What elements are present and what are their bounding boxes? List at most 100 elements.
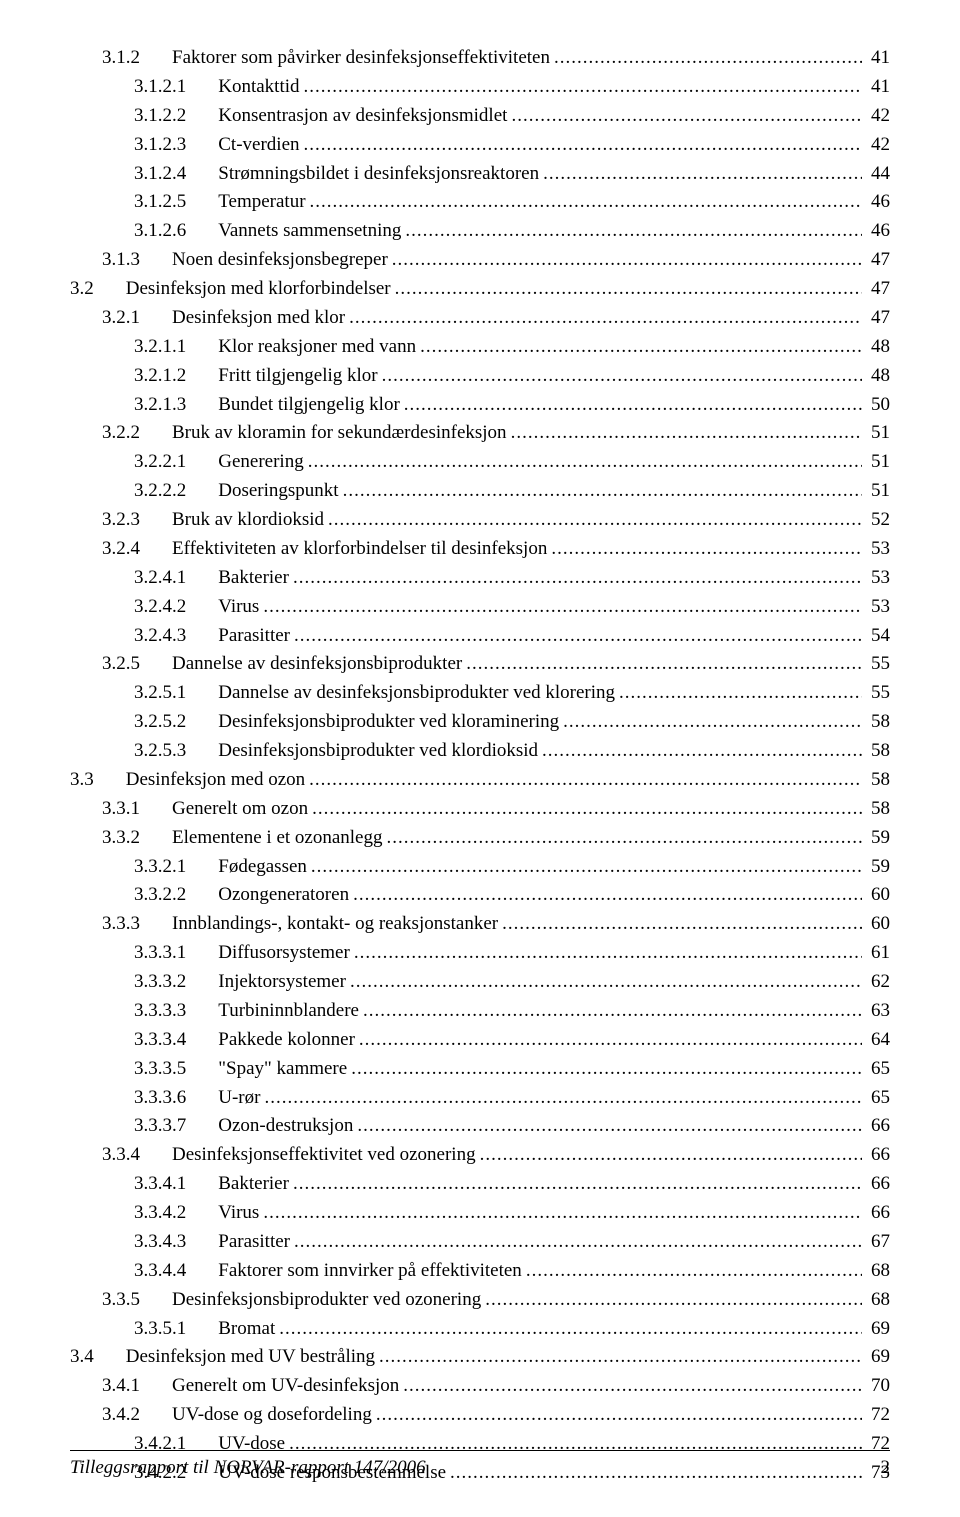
toc-leader-dots (300, 131, 862, 160)
toc-title: Ozongeneratoren (218, 881, 349, 910)
toc-leader-dots (350, 939, 862, 968)
toc-number: 3.2.5.3 (134, 737, 218, 766)
toc-entry[interactable]: 3.4.2UV-dose og dosefordeling72 (70, 1401, 890, 1430)
toc-entry[interactable]: 3.2.2.1Generering51 (70, 448, 890, 477)
toc-entry[interactable]: 3.2.4.1Bakterier53 (70, 564, 890, 593)
toc-entry[interactable]: 3.2.2.2Doseringspunkt51 (70, 477, 890, 506)
toc-number: 3.1.3 (102, 246, 172, 275)
toc-leader-dots (522, 1257, 862, 1286)
toc-title: Dannelse av desinfeksjonsbiprodukter ved… (218, 679, 615, 708)
table-of-contents: 3.1.2Faktorer som påvirker desinfeksjons… (70, 44, 890, 1488)
toc-entry[interactable]: 3.1.2.4Strømningsbildet i desinfeksjonsr… (70, 160, 890, 189)
toc-number: 3.3.4 (102, 1141, 172, 1170)
toc-entry[interactable]: 3.3.3.4Pakkede kolonner64 (70, 1026, 890, 1055)
toc-entry[interactable]: 3.3.4.4Faktorer som innvirker på effekti… (70, 1257, 890, 1286)
toc-title: Desinfeksjonsbiprodukter ved klordioksid (218, 737, 538, 766)
toc-entry[interactable]: 3.3.5Desinfeksjonsbiprodukter ved ozoner… (70, 1286, 890, 1315)
toc-title: Noen desinfeksjonsbegreper (172, 246, 388, 275)
toc-number: 3.2.3 (102, 506, 172, 535)
toc-leader-dots (275, 1315, 862, 1344)
toc-leader-dots (481, 1286, 862, 1315)
toc-entry[interactable]: 3.1.2.1Kontakttid41 (70, 73, 890, 102)
toc-title: Strømningsbildet i desinfeksjonsreaktore… (218, 160, 539, 189)
toc-entry[interactable]: 3.3.3.7Ozon-destruksjon66 (70, 1112, 890, 1141)
toc-title: Kontakttid (218, 73, 299, 102)
toc-entry[interactable]: 3.4Desinfeksjon med UV bestråling69 (70, 1343, 890, 1372)
toc-entry[interactable]: 3.3.4.3Parasitter67 (70, 1228, 890, 1257)
toc-title: Doseringspunkt (218, 477, 338, 506)
toc-number: 3.3.3.6 (134, 1084, 218, 1113)
toc-entry[interactable]: 3.2.4.2Virus53 (70, 593, 890, 622)
toc-leader-dots (388, 246, 862, 275)
toc-entry[interactable]: 3.3Desinfeksjon med ozon58 (70, 766, 890, 795)
toc-leader-dots (375, 1343, 862, 1372)
toc-entry[interactable]: 3.2.1.3Bundet tilgjengelig klor50 (70, 391, 890, 420)
toc-entry[interactable]: 3.2.1.1Klor reaksjoner med vann48 (70, 333, 890, 362)
toc-entry[interactable]: 3.2.5.2Desinfeksjonsbiprodukter ved klor… (70, 708, 890, 737)
toc-entry[interactable]: 3.3.3Innblandings-, kontakt- og reaksjon… (70, 910, 890, 939)
toc-page: 47 (862, 275, 890, 304)
toc-title: Parasitter (218, 622, 290, 651)
toc-title: Desinfeksjonsbiprodukter ved kloramineri… (218, 708, 559, 737)
toc-number: 3.2.2 (102, 419, 172, 448)
toc-entry[interactable]: 3.3.4.1Bakterier66 (70, 1170, 890, 1199)
toc-entry[interactable]: 3.3.3.1Diffusorsystemer61 (70, 939, 890, 968)
toc-leader-dots (290, 622, 862, 651)
toc-entry[interactable]: 3.4.1Generelt om UV-desinfeksjon70 (70, 1372, 890, 1401)
toc-entry[interactable]: 3.1.2.2Konsentrasjon av desinfeksjonsmid… (70, 102, 890, 131)
toc-page: 62 (862, 968, 890, 997)
toc-entry[interactable]: 3.3.3.5"Spay" kammere65 (70, 1055, 890, 1084)
toc-entry[interactable]: 3.3.4.2Virus66 (70, 1199, 890, 1228)
toc-entry[interactable]: 3.3.2.1Fødegassen59 (70, 853, 890, 882)
toc-number: 3.3.3.1 (134, 939, 218, 968)
toc-number: 3.4.1 (102, 1372, 172, 1401)
toc-leader-dots (550, 44, 862, 73)
toc-entry[interactable]: 3.1.2.3Ct-verdien42 (70, 131, 890, 160)
toc-entry[interactable]: 3.2.4Effektiviteten av klorforbindelser … (70, 535, 890, 564)
toc-entry[interactable]: 3.3.4Desinfeksjonseffektivitet ved ozone… (70, 1141, 890, 1170)
toc-title: Desinfeksjon med UV bestråling (126, 1343, 375, 1372)
toc-entry[interactable]: 3.3.5.1Bromat69 (70, 1315, 890, 1344)
toc-entry[interactable]: 3.3.1Generelt om ozon58 (70, 795, 890, 824)
toc-entry[interactable]: 3.3.2.2Ozongeneratoren60 (70, 881, 890, 910)
toc-page: 53 (862, 564, 890, 593)
toc-entry[interactable]: 3.2Desinfeksjon med klorforbindelser47 (70, 275, 890, 304)
toc-entry[interactable]: 3.3.3.3Turbininnblandere63 (70, 997, 890, 1026)
toc-entry[interactable]: 3.2.3Bruk av klordioksid52 (70, 506, 890, 535)
toc-number: 3.2.5.1 (134, 679, 218, 708)
toc-entry[interactable]: 3.2.5.1Dannelse av desinfeksjonsbiproduk… (70, 679, 890, 708)
toc-title: Dannelse av desinfeksjonsbiprodukter (172, 650, 462, 679)
toc-entry[interactable]: 3.3.3.2Injektorsystemer62 (70, 968, 890, 997)
toc-number: 3.2.1.3 (134, 391, 218, 420)
toc-entry[interactable]: 3.1.3Noen desinfeksjonsbegreper47 (70, 246, 890, 275)
toc-entry[interactable]: 3.3.3.6U-rør65 (70, 1084, 890, 1113)
toc-page: 53 (862, 593, 890, 622)
toc-entry[interactable]: 3.3.2Elementene i et ozonanlegg59 (70, 824, 890, 853)
toc-number: 3.2.1.2 (134, 362, 218, 391)
toc-entry[interactable]: 3.2.5.3Desinfeksjonsbiprodukter ved klor… (70, 737, 890, 766)
toc-leader-dots (383, 824, 863, 853)
toc-entry[interactable]: 3.2.2Bruk av kloramin for sekundærdesinf… (70, 419, 890, 448)
toc-entry[interactable]: 3.2.1.2Fritt tilgjengelig klor48 (70, 362, 890, 391)
toc-entry[interactable]: 3.1.2.6Vannets sammensetning46 (70, 217, 890, 246)
toc-page: 67 (862, 1228, 890, 1257)
toc-page: 46 (862, 217, 890, 246)
toc-number: 3.3.3 (102, 910, 172, 939)
toc-leader-dots (400, 391, 862, 420)
toc-page: 50 (862, 391, 890, 420)
toc-number: 3.2.2.1 (134, 448, 218, 477)
toc-entry[interactable]: 3.1.2.5Temperatur46 (70, 188, 890, 217)
toc-entry[interactable]: 3.2.5Dannelse av desinfeksjonsbiprodukte… (70, 650, 890, 679)
toc-leader-dots (304, 448, 862, 477)
toc-entry[interactable]: 3.1.2Faktorer som påvirker desinfeksjons… (70, 44, 890, 73)
toc-page: 66 (862, 1199, 890, 1228)
toc-page: 58 (862, 708, 890, 737)
toc-page: 59 (862, 853, 890, 882)
toc-entry[interactable]: 3.2.4.3Parasitter54 (70, 622, 890, 651)
toc-number: 3.3.3.7 (134, 1112, 218, 1141)
toc-number: 3.1.2.5 (134, 188, 218, 217)
toc-leader-dots (345, 304, 862, 333)
footer-text: Tilleggsrapport til NORVAR-rapport 147/2… (70, 1457, 426, 1479)
toc-leader-dots (507, 102, 862, 131)
toc-entry[interactable]: 3.2.1Desinfeksjon med klor47 (70, 304, 890, 333)
